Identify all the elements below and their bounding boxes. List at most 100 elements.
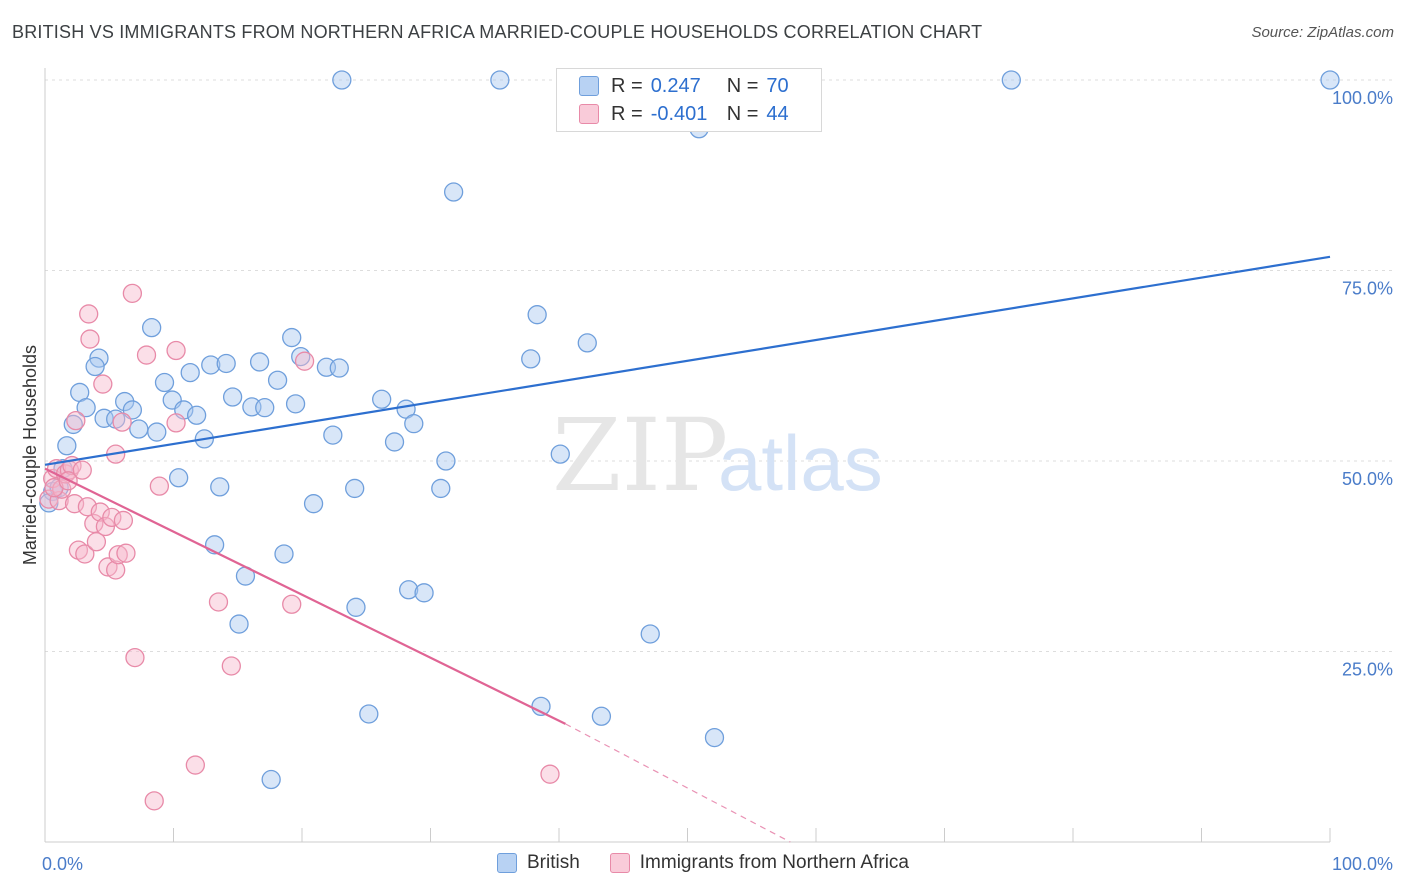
british-point: [154, 372, 175, 393]
legend-item-british[interactable]: British: [496, 852, 580, 874]
british-point: [168, 468, 189, 488]
british-point: [577, 333, 597, 353]
y-tick-label: 100.0%: [1332, 88, 1393, 108]
gridlines: [45, 79, 1395, 652]
british-point: [85, 356, 105, 377]
british-point: [443, 182, 464, 202]
immigrants-trend-extension: [565, 723, 791, 843]
british-point: [186, 405, 207, 425]
immigrants-point: [540, 764, 560, 784]
british-point: [76, 398, 96, 418]
british-point: [384, 432, 405, 452]
british-point: [436, 451, 456, 471]
british-point: [332, 70, 352, 90]
r-value: -0.401: [650, 102, 708, 125]
immigrants-swatch: [579, 104, 599, 124]
r-label: R =: [611, 102, 643, 125]
british-point: [431, 478, 451, 499]
british-trend-line: [44, 255, 1331, 466]
british-point: [323, 425, 343, 445]
immigrants-swatch: [609, 853, 630, 873]
immigrants-point: [122, 283, 143, 304]
british-point: [550, 444, 570, 464]
british-point: [210, 477, 230, 497]
legend-item-immigrants[interactable]: Immigrants from Northern Africa: [609, 852, 910, 874]
british-point: [274, 544, 294, 564]
british-point: [404, 414, 424, 434]
immigrants-point: [93, 374, 113, 394]
british-point: [129, 419, 149, 439]
british-point: [255, 398, 275, 418]
british-point: [399, 580, 419, 600]
immigrants-point: [185, 755, 205, 775]
immigrants-point: [116, 543, 136, 563]
british-point: [57, 436, 77, 456]
n-label: N =: [726, 74, 759, 97]
immigrants-point: [136, 345, 157, 365]
immigrants-point: [102, 507, 122, 528]
r-value: 0.247: [650, 74, 701, 97]
immigrants-point: [221, 656, 241, 676]
immigrants-point: [144, 791, 164, 811]
tick-labels: 25.0% 50.0% 75.0% 100.0% 0.0% 100.0%: [42, 88, 1393, 874]
immigrants-point: [282, 594, 302, 614]
legend-row-british: R = 0.247 N = 70: [579, 73, 789, 99]
british-point: [282, 327, 302, 348]
british-point: [267, 370, 288, 390]
immigrants-point: [112, 412, 132, 432]
british-point: [329, 358, 349, 378]
british-swatch: [496, 853, 517, 873]
y-axis-label: Married-couple Households: [20, 345, 40, 565]
watermark-zip: ZIP: [552, 397, 728, 514]
immigrants-point: [166, 413, 186, 433]
immigrants-point: [72, 460, 92, 480]
watermark-atlas: atlas: [718, 419, 883, 507]
r-label: R =: [611, 74, 643, 97]
y-tick-label: 50.0%: [1342, 469, 1393, 489]
british-point: [229, 614, 249, 634]
immigrants-point: [90, 502, 110, 522]
series-immigrants-points: [39, 283, 560, 811]
legend-label-immigrants: Immigrants from Northern Africa: [639, 852, 910, 873]
immigrants-point: [294, 351, 315, 371]
n-value: 44: [766, 102, 789, 125]
immigrants-point: [80, 329, 100, 349]
x-tick-label: 100.0%: [1332, 854, 1393, 874]
british-point: [261, 769, 281, 790]
immigrants-point: [108, 545, 128, 565]
immigrants-point: [75, 544, 95, 564]
british-point: [345, 478, 365, 499]
n-label: N =: [726, 102, 759, 125]
watermark: ZIP atlas: [552, 397, 883, 514]
british-point: [521, 349, 541, 369]
british-point: [285, 394, 306, 414]
immigrants-point: [149, 476, 170, 496]
immigrants-point: [208, 592, 229, 612]
correlation-legend: R = 0.247 N = 70 R = -0.401 N = 44: [556, 68, 822, 132]
legend-label-british: British: [526, 852, 580, 873]
source-label: Source: ZipAtlas.com: [1251, 24, 1394, 41]
british-point: [372, 389, 392, 409]
immigrants-point: [106, 560, 126, 580]
british-point: [1001, 70, 1021, 90]
y-tick-label: 25.0%: [1342, 660, 1393, 680]
british-point: [142, 317, 162, 338]
chart-title: BRITISH VS IMMIGRANTS FROM NORTHERN AFRI…: [12, 22, 983, 42]
trend-lines: [44, 255, 1331, 843]
british-point: [147, 422, 167, 442]
british-point: [201, 355, 221, 375]
immigrants-point: [66, 410, 86, 431]
british-point: [222, 387, 243, 407]
british-point: [704, 727, 725, 748]
x-tick-label: 0.0%: [42, 854, 83, 874]
legend-row-immigrants: R = -0.401 N = 44: [579, 101, 789, 127]
immigrants-point: [39, 489, 59, 509]
british-point: [640, 624, 660, 644]
british-point: [490, 70, 510, 90]
axes: [44, 68, 1331, 843]
y-tick-label: 75.0%: [1342, 279, 1393, 299]
british-point: [591, 706, 612, 726]
immigrants-point: [86, 532, 107, 552]
immigrants-point: [113, 510, 134, 531]
